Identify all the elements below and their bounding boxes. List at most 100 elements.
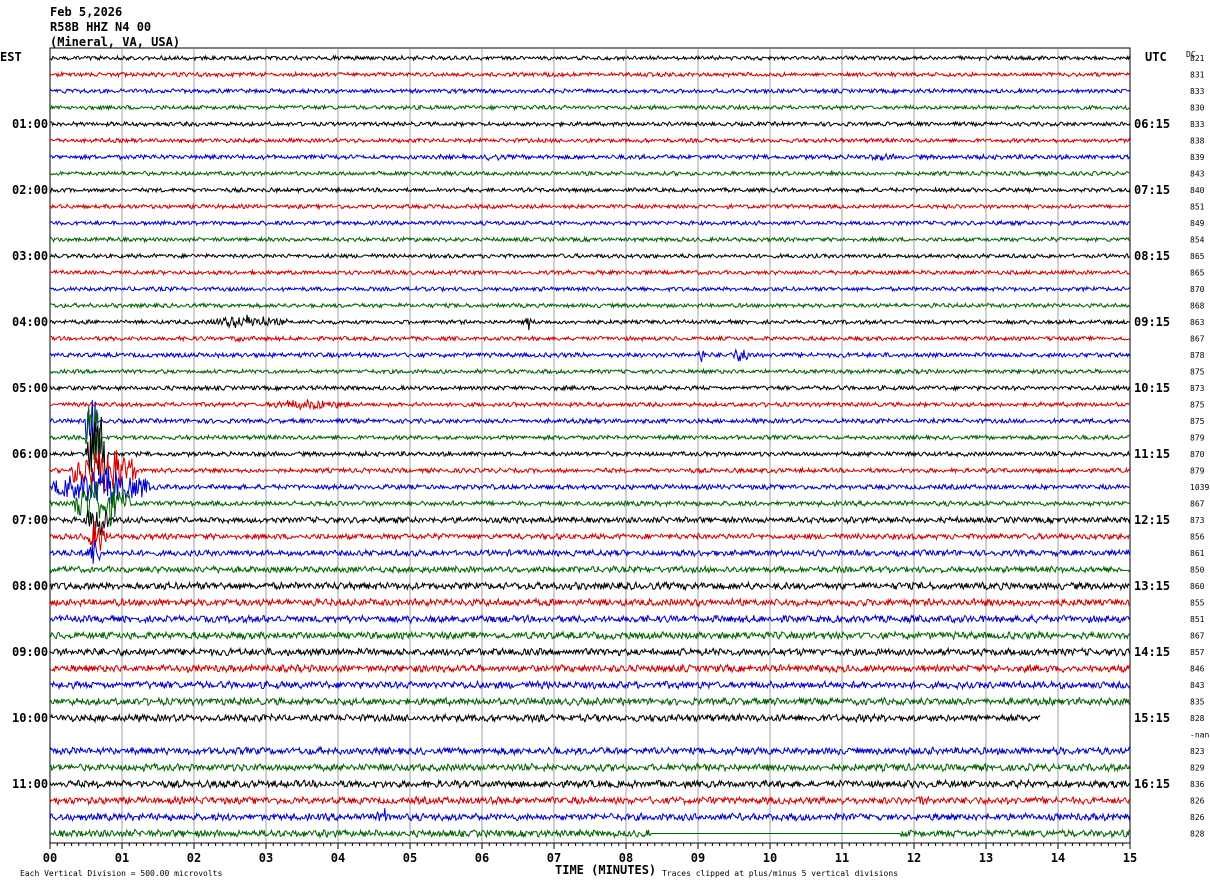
right-hour-label: 12:15 [1134, 513, 1170, 527]
trace-line-22 [49, 400, 1131, 447]
left-hour-label: 11:00 [12, 777, 48, 791]
x-tick-label: 00 [43, 851, 57, 865]
dc-offset-label: 836 [1190, 780, 1205, 789]
dc-offset-label: 823 [1190, 747, 1205, 756]
trace-line-19 [49, 367, 1131, 376]
left-hour-label: 08:00 [12, 579, 48, 593]
dc-offset-label: 873 [1190, 516, 1205, 525]
dc-offset-label: 857 [1190, 648, 1205, 657]
trace-line-12 [49, 252, 1131, 260]
dc-offset-label: 851 [1190, 615, 1205, 624]
dc-offset-label: 870 [1190, 450, 1205, 459]
dc-offset-label: 865 [1190, 269, 1205, 278]
dc-offset-label: 875 [1190, 401, 1205, 410]
right-hour-label: 14:15 [1134, 645, 1170, 659]
x-tick-label: 06 [475, 851, 489, 865]
left-hour-label: 09:00 [12, 645, 48, 659]
trace-line-27 [49, 481, 1131, 527]
dc-offset-label: 878 [1190, 351, 1205, 360]
trace-line-6 [49, 152, 1131, 162]
dc-offset-label: 843 [1190, 170, 1205, 179]
dc-offset-label: 867 [1190, 632, 1205, 641]
left-hour-label: 07:00 [12, 513, 48, 527]
trace-line-20 [49, 384, 1131, 393]
x-tick-label: 12 [907, 851, 921, 865]
dc-offset-label: 843 [1190, 681, 1205, 690]
trace-line-42 [49, 745, 1131, 757]
trace-line-38 [49, 679, 1131, 691]
dc-offset-label: 839 [1190, 153, 1205, 162]
trace-line-35 [49, 629, 1131, 641]
right-hour-label: 06:15 [1134, 117, 1170, 131]
right-hour-label: 16:15 [1134, 777, 1170, 791]
left-hour-label: 05:00 [12, 381, 48, 395]
dc-offset-label: 879 [1190, 467, 1205, 476]
dc-offset-label: 846 [1190, 665, 1205, 674]
right-timezone-label: UTC [1145, 50, 1167, 64]
left-hour-label: 04:00 [12, 315, 48, 329]
left-hour-label: 06:00 [12, 447, 48, 461]
trace-line-39 [50, 696, 1131, 708]
trace-line-26 [49, 467, 1131, 504]
trace-line-13 [49, 268, 1131, 277]
dc-offset-label: 875 [1190, 368, 1205, 377]
dc-offset-label: 861 [1190, 549, 1205, 558]
dc-offset-label: 826 [1190, 813, 1205, 822]
trace-line-31 [49, 564, 1131, 575]
x-tick-label: 03 [259, 851, 273, 865]
trace-line-45 [49, 795, 1131, 807]
trace-line-15 [49, 301, 1131, 310]
trace-line-23 [49, 406, 1131, 460]
dc-offset-label: 854 [1190, 236, 1205, 245]
trace-line-18 [49, 348, 1131, 363]
right-hour-label: 13:15 [1134, 579, 1170, 593]
dc-offset-label: 870 [1190, 285, 1205, 294]
trace-line-9 [49, 202, 1131, 211]
trace-line-4 [49, 120, 1131, 129]
trace-line-29 [49, 521, 1131, 551]
dc-offset-label: 856 [1190, 533, 1205, 542]
trace-line-14 [49, 285, 1131, 293]
x-axis-title: TIME (MINUTES) [555, 863, 656, 877]
x-tick-label: 05 [403, 851, 417, 865]
trace-line-28 [49, 510, 1131, 539]
trace-line-33 [49, 596, 1131, 608]
dc-label: DC [1186, 50, 1196, 59]
dc-offset-label: 829 [1190, 764, 1205, 773]
clip-note: Traces clipped at plus/minus 5 vertical … [662, 869, 898, 878]
x-tick-label: 08 [619, 851, 633, 865]
trace-line-8 [49, 186, 1131, 195]
x-tick-label: 02 [187, 851, 201, 865]
trace-line-37 [50, 662, 1131, 674]
trace-line-17 [50, 334, 1131, 344]
dc-offset-label: 833 [1190, 87, 1205, 96]
x-tick-label: 15 [1123, 851, 1137, 865]
trace-line-24 [49, 416, 1131, 476]
dc-offset-label: 867 [1190, 335, 1205, 344]
trace-line-43 [49, 762, 1131, 774]
trace-line-47 [49, 828, 1131, 840]
dc-offset-label: 1039 [1190, 483, 1209, 492]
dc-offset-label: 838 [1190, 137, 1205, 146]
header-date: Feb 5,2026 [50, 5, 123, 19]
right-hour-label: 07:15 [1134, 183, 1170, 197]
dc-offset-label: 849 [1190, 219, 1205, 228]
x-tick-label: 11 [835, 851, 849, 865]
dc-offset-label: 860 [1190, 582, 1205, 591]
dc-offset-label: 831 [1190, 71, 1205, 80]
trace-line-36 [49, 646, 1131, 658]
x-tick-label: 09 [691, 851, 705, 865]
dc-offset-label: 855 [1190, 599, 1205, 608]
dc-offset-label: 879 [1190, 434, 1205, 443]
left-hour-label: 01:00 [12, 117, 48, 131]
dc-offset-label: 875 [1190, 417, 1205, 426]
trace-line-3 [49, 103, 1131, 112]
trace-line-40 [49, 712, 1041, 724]
trace-line-32 [49, 580, 1131, 592]
dc-offset-label: 867 [1190, 500, 1205, 509]
right-hour-label: 11:15 [1134, 447, 1170, 461]
x-tick-label: 01 [115, 851, 129, 865]
trace-line-7 [49, 169, 1131, 178]
right-hour-label: 10:15 [1134, 381, 1170, 395]
